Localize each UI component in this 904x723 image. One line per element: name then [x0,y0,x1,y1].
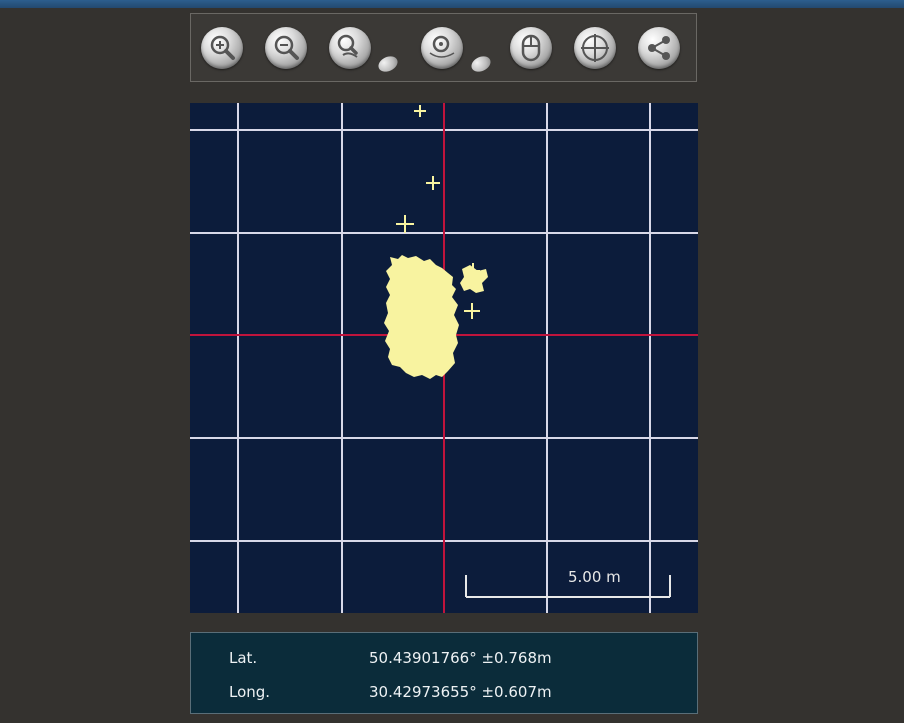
latitude-label: Lat. [229,649,258,667]
outlier-points [396,105,480,319]
location-point-cloud [384,255,459,379]
longitude-label: Long. [229,683,271,701]
longitude-value: 30.42973655° ±0.607m [369,683,552,701]
location-pebble-icon [468,53,494,75]
zoom-in-icon [210,35,235,60]
scale-bar [465,575,671,598]
mouse-icon [521,34,541,62]
mouse-button[interactable] [510,27,552,69]
latitude-row: Lat. 50.43901766° ±0.768m [191,649,697,671]
zoom-to-location-button[interactable] [421,27,463,69]
map-canvas [190,103,698,613]
zoom-to-location-icon [429,35,455,58]
longitude-row: Long. 30.42973655° ±0.607m [191,683,697,705]
zoom-out-icon [274,35,299,60]
zoom-out-button[interactable] [265,27,307,69]
zoom-to-selection-button[interactable] [329,27,371,69]
crosshair-button[interactable] [574,27,616,69]
map-view[interactable]: 5.00 m [190,103,698,613]
window-title-bar [0,0,904,8]
coordinates-panel: Lat. 50.43901766° ±0.768m Long. 30.42973… [190,632,698,714]
share-button[interactable] [638,27,680,69]
map-toolbar [190,13,697,82]
zoom-in-button[interactable] [201,27,243,69]
selection-pebble-icon [375,53,401,75]
crosshair-icon [581,34,609,62]
zoom-to-selection-icon [337,34,358,58]
latitude-value: 50.43901766° ±0.768m [369,649,552,667]
scale-label: 5.00 m [568,568,621,586]
share-icon [648,36,670,60]
